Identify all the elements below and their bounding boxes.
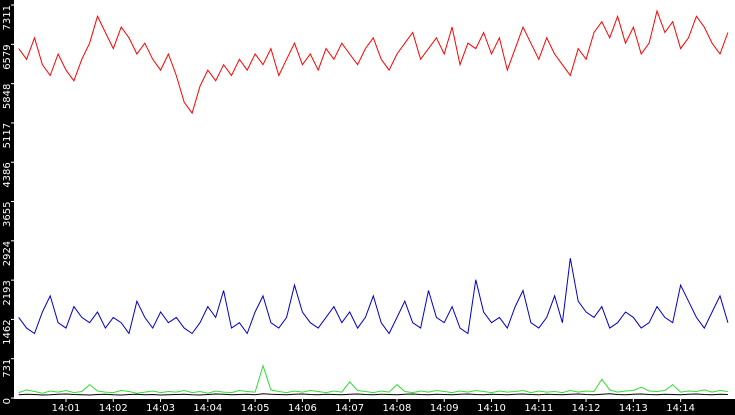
y-tick-label: 1462 xyxy=(2,319,13,344)
series-line xyxy=(18,258,729,335)
x-axis-strip xyxy=(0,399,735,415)
series-line xyxy=(18,393,728,396)
y-tick-label: 3655 xyxy=(2,202,13,227)
x-tick-label: 14:11 xyxy=(524,403,553,414)
x-tick-label: 14:03 xyxy=(146,403,175,414)
x-tick-label: 14:08 xyxy=(383,403,412,414)
x-tick-label: 14:12 xyxy=(572,403,601,414)
x-tick-label: 14:05 xyxy=(241,403,270,414)
y-tick-label: 0 xyxy=(2,398,13,404)
y-tick-label: 2193 xyxy=(2,280,13,305)
x-tick-label: 14:07 xyxy=(335,403,364,414)
x-tick-label: 14:09 xyxy=(430,403,459,414)
x-tick-label: 14:14 xyxy=(666,403,695,414)
series-line xyxy=(18,364,728,394)
x-tick-label: 14:01 xyxy=(52,403,81,414)
y-tick-label: 2924 xyxy=(2,241,13,266)
x-tick-label: 14:04 xyxy=(193,403,222,414)
y-tick-label: 5848 xyxy=(2,84,13,109)
y-tick-label: 5117 xyxy=(2,123,13,148)
y-tick-label: 7311 xyxy=(2,5,13,30)
x-tick-label: 14:06 xyxy=(288,403,317,414)
y-tick-label: 4386 xyxy=(2,162,13,187)
x-tick-label: 14:13 xyxy=(619,403,648,414)
series-line xyxy=(18,9,729,115)
x-tick-label: 14:02 xyxy=(99,403,128,414)
y-tick-label: 6579 xyxy=(2,44,13,69)
y-axis-strip xyxy=(0,0,14,415)
x-tick-label: 14:10 xyxy=(477,403,506,414)
y-tick-label: 731 xyxy=(2,359,13,378)
